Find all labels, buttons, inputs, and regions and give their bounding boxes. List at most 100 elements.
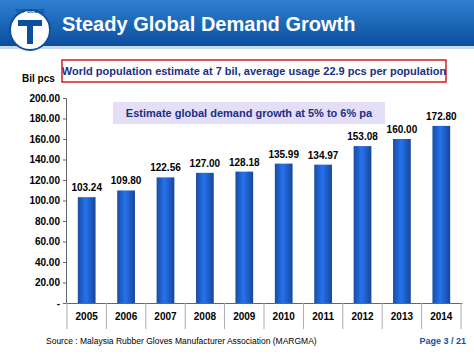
y-tick-mark: [63, 221, 66, 222]
x-tick-label: 2006: [115, 311, 138, 322]
data-label: 160.00: [387, 124, 418, 135]
y-tick: 40.00: [35, 257, 66, 268]
x-separator: [66, 303, 67, 329]
y-tick-label: 140.00: [29, 154, 60, 165]
header-rule: [0, 46, 474, 49]
x-separator: [106, 303, 107, 329]
logo-text: TOP GLOVE: [16, 8, 46, 14]
y-tick-label: 160.00: [29, 134, 60, 145]
bar: [78, 197, 96, 303]
data-label: 134.97: [308, 150, 339, 161]
data-label: 172.80: [426, 111, 457, 122]
y-axis-title: Bil pcs: [22, 73, 55, 84]
y-tick-mark: [63, 242, 66, 243]
bar: [314, 165, 332, 303]
slide: TOP GLOVE Steady Global Demand Growth Worl…: [0, 0, 474, 355]
y-axis-line: [63, 99, 67, 304]
x-tick: 2010: [273, 311, 296, 322]
x-separator: [185, 303, 186, 329]
page-number: Page 3 / 21: [419, 336, 466, 346]
x-separator: [342, 303, 343, 329]
data-label: 122.56: [150, 162, 181, 173]
x-separator: [145, 303, 146, 329]
y-tick-label: 100.00: [29, 195, 60, 206]
logo-stem: [27, 20, 33, 44]
y-tick-mark: [63, 139, 66, 140]
x-separator: [303, 303, 304, 329]
x-tick: 2006: [115, 311, 138, 322]
x-tick-label: 2013: [391, 311, 414, 322]
bar: [157, 177, 175, 303]
y-tick-mark: [63, 98, 66, 99]
x-tick-label: 2014: [430, 311, 453, 322]
x-tick-label: 2008: [194, 311, 217, 322]
subtitle-box: [62, 60, 446, 82]
x-tick: 2007: [154, 311, 177, 322]
y-tick-mark: [63, 303, 66, 304]
data-label: 153.08: [347, 131, 378, 142]
bar: [235, 172, 253, 303]
bars: [78, 126, 450, 303]
y-tick-label: -: [57, 298, 60, 309]
y-tick-mark: [63, 180, 66, 181]
x-tick: 2011: [312, 311, 334, 322]
y-tick: 140.00: [29, 154, 66, 165]
x-separator: [382, 303, 383, 329]
x-tick-label: 2007: [154, 311, 177, 322]
y-tick: 60.00: [35, 236, 66, 247]
x-tick-label: 2011: [312, 311, 334, 322]
bar: [117, 190, 135, 303]
subtitle: World population estimate at 7 bil, aver…: [62, 65, 447, 77]
y-tick-mark: [63, 119, 66, 120]
source: Source : Malaysia Rubber Gloves Manufact…: [46, 336, 317, 346]
y-tick: 120.00: [29, 175, 66, 186]
bar: [275, 164, 293, 303]
y-tick-mark: [63, 262, 66, 263]
y-tick-label: 20.00: [35, 277, 60, 288]
x-separator: [421, 303, 422, 329]
y-tick: 100.00: [29, 195, 66, 206]
logo-circle: [10, 10, 50, 50]
y-tick-label: 60.00: [35, 236, 60, 247]
x-tick: 2005: [76, 311, 99, 322]
data-label: 127.00: [190, 158, 221, 169]
annotation: Estimate global demand growth at 5% to 6…: [126, 107, 373, 119]
y-tick-mark: [63, 160, 66, 161]
bar: [432, 126, 450, 303]
y-tick-label: 40.00: [35, 257, 60, 268]
y-tick-mark: [63, 283, 66, 284]
bar: [393, 139, 411, 303]
x-tick: 2013: [391, 311, 414, 322]
header-banner: [0, 0, 474, 46]
y-axis: - 20.00 40.00 60.00 80.00 100.00 120.00 140.00 1…: [29, 93, 66, 309]
x-tick: 2014: [430, 311, 453, 322]
y-tick-label: 180.00: [29, 113, 60, 124]
y-tick-label: 120.00: [29, 175, 60, 186]
x-separator: [224, 303, 225, 329]
x-separator: [461, 303, 462, 329]
x-tick-label: 2005: [76, 311, 99, 322]
title: Steady Global Demand Growth: [62, 13, 355, 35]
y-tick: 80.00: [35, 216, 66, 227]
y-tick: 20.00: [35, 277, 66, 288]
x-tick-label: 2012: [351, 311, 374, 322]
data-label: 128.18: [229, 157, 260, 168]
y-tick: 200.00: [29, 93, 66, 104]
y-tick-label: 80.00: [35, 216, 60, 227]
x-tick: 2008: [194, 311, 217, 322]
bar: [196, 173, 214, 303]
annotation-box: [113, 102, 385, 124]
y-tick: 160.00: [29, 134, 66, 145]
y-tick: 180.00: [29, 113, 66, 124]
data-label: 109.80: [111, 175, 142, 186]
y-tick: -: [57, 298, 66, 309]
bar: [354, 146, 372, 303]
x-tick: 2012: [351, 311, 374, 322]
y-tick-mark: [63, 201, 66, 202]
x-separators: [67, 303, 461, 329]
data-label: 103.24: [71, 182, 102, 193]
x-tick-label: 2009: [233, 311, 256, 322]
x-tick-label: 2010: [273, 311, 296, 322]
x-separator: [264, 303, 265, 329]
x-tick: 2009: [233, 311, 256, 322]
